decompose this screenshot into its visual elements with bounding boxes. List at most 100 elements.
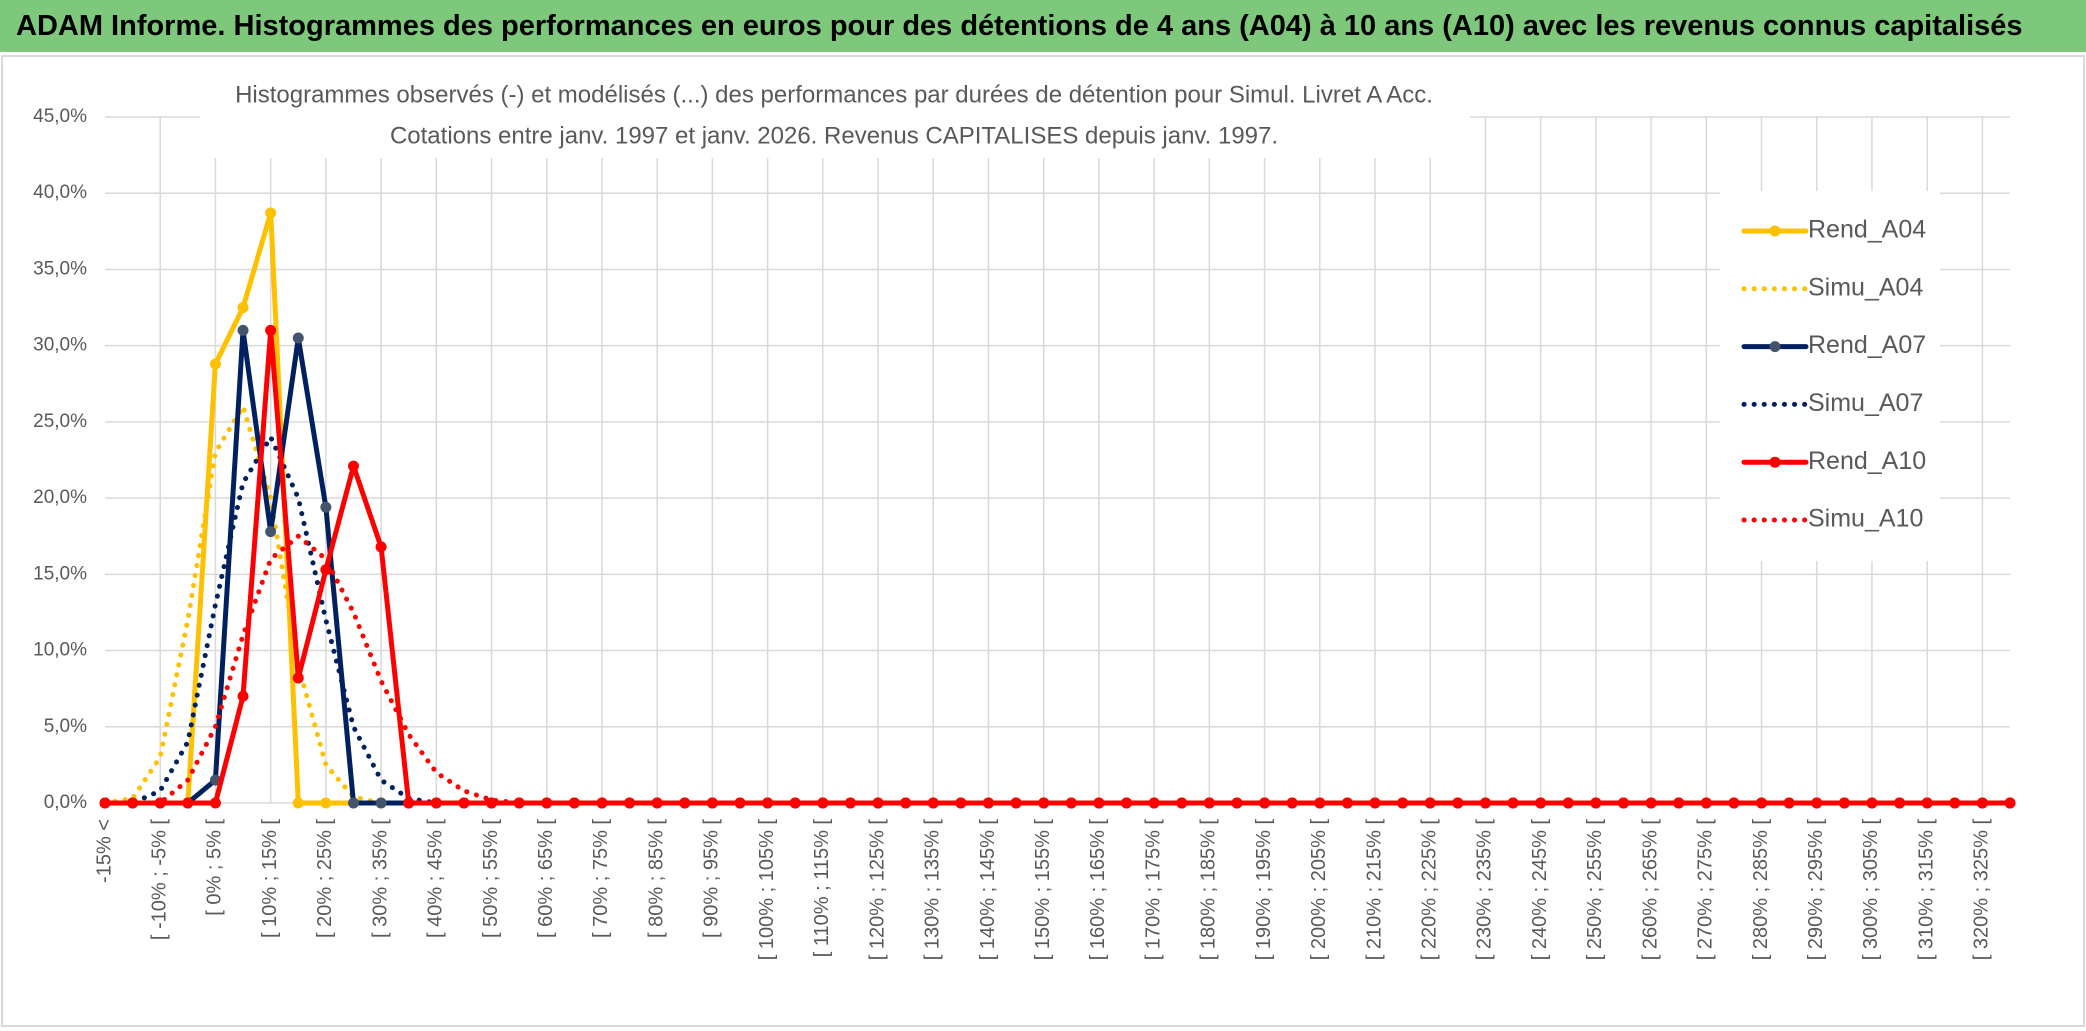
data-point xyxy=(1756,797,1768,809)
legend-background xyxy=(1720,191,1940,561)
data-point xyxy=(237,324,249,336)
legend-marker xyxy=(1769,456,1781,468)
data-point xyxy=(624,797,636,809)
legend-label: Rend_A07 xyxy=(1808,331,1926,359)
legend-marker xyxy=(1769,225,1781,237)
x-tick-label: [ 10% ; 15% [ xyxy=(259,819,281,938)
x-tick-label: [ 150% ; 155% [ xyxy=(1032,819,1054,961)
x-tick-label: [ 140% ; 145% [ xyxy=(977,819,999,961)
x-tick-label: [ -10% ; -5% [ xyxy=(148,819,170,941)
data-point xyxy=(1866,797,1878,809)
data-point xyxy=(347,797,359,809)
y-tick-label: 15,0% xyxy=(33,563,87,584)
data-point xyxy=(1535,797,1547,809)
x-tick-label: [ 170% ; 175% [ xyxy=(1142,819,1164,961)
data-point xyxy=(237,302,249,314)
x-tick-label: [ 40% ; 45% [ xyxy=(425,819,447,938)
series-line xyxy=(102,533,2013,806)
data-point xyxy=(1617,797,1629,809)
x-tick-label: [ 80% ; 85% [ xyxy=(645,819,667,938)
y-tick-label: 25,0% xyxy=(33,411,87,432)
legend-label: Simu_A10 xyxy=(1808,505,1923,533)
data-point xyxy=(292,797,304,809)
x-tick-label: [ 240% ; 245% [ xyxy=(1529,819,1551,961)
data-point xyxy=(1203,797,1215,809)
data-point xyxy=(1728,797,1740,809)
x-tick-label: [ 210% ; 215% [ xyxy=(1363,819,1385,961)
x-tick-label: [ 280% ; 285% [ xyxy=(1750,819,1772,961)
x-tick-label: [ 220% ; 225% [ xyxy=(1418,819,1440,961)
x-tick-label: [ 20% ; 25% [ xyxy=(314,819,336,938)
data-point xyxy=(375,797,387,809)
legend-label: Simu_A07 xyxy=(1808,389,1923,417)
data-point xyxy=(817,797,829,809)
data-point xyxy=(1010,797,1022,809)
data-point xyxy=(789,797,801,809)
chart: 0,0% 5,0% 10,0% 15,0% 20,0% 25,0% 30,0% 35,0% 40… xyxy=(1,55,2085,1027)
x-tick-label: [ 290% ; 295% [ xyxy=(1805,819,1827,961)
chart-title: Histogrammes observés (-) et modélisés (… xyxy=(235,81,1433,108)
y-tick-label: 20,0% xyxy=(33,487,87,508)
x-tick-label: [ 260% ; 265% [ xyxy=(1639,819,1661,961)
data-point xyxy=(320,797,332,809)
x-tick-label: [ 120% ; 125% [ xyxy=(866,819,888,961)
x-tick-label: [ 100% ; 105% [ xyxy=(756,819,778,961)
x-tick-label: [ 90% ; 95% [ xyxy=(701,819,723,938)
y-tick-label: 45,0% xyxy=(33,106,87,127)
x-tick-label: [ 30% ; 35% [ xyxy=(369,819,391,938)
y-tick-label: 10,0% xyxy=(33,640,87,661)
x-tick-label: [ 180% ; 185% [ xyxy=(1198,819,1220,961)
data-point xyxy=(927,797,939,809)
data-point xyxy=(1093,797,1105,809)
header-title: ADAM Informe. Histogrammes des performan… xyxy=(0,0,2086,52)
data-point xyxy=(237,690,249,702)
data-point xyxy=(320,501,332,513)
chart-subtitle: Cotations entre janv. 1997 et janv. 2026… xyxy=(390,122,1278,149)
data-point xyxy=(209,797,221,809)
data-point xyxy=(1452,797,1464,809)
data-point xyxy=(1231,797,1243,809)
x-tick-label: [ 190% ; 195% [ xyxy=(1253,819,1275,961)
data-point xyxy=(1341,797,1353,809)
x-tick-label: -15% < xyxy=(93,819,115,883)
data-point xyxy=(127,797,139,809)
x-tick-label: [ 60% ; 65% [ xyxy=(535,819,557,938)
data-point xyxy=(596,797,608,809)
data-point xyxy=(265,526,277,538)
y-tick-label: 40,0% xyxy=(33,182,87,203)
x-tick-label: [ 300% ; 305% [ xyxy=(1860,819,1882,961)
data-point xyxy=(2004,797,2016,809)
data-point xyxy=(900,797,912,809)
data-point xyxy=(706,797,718,809)
data-point xyxy=(1038,797,1050,809)
data-point xyxy=(403,797,415,809)
data-point xyxy=(1424,797,1436,809)
data-point xyxy=(1645,797,1657,809)
y-tick-label: 5,0% xyxy=(44,716,87,737)
data-point xyxy=(1921,797,1933,809)
series-line xyxy=(102,327,2013,806)
x-tick-label: [ 160% ; 165% [ xyxy=(1087,819,1109,961)
x-tick-label: [ 230% ; 235% [ xyxy=(1474,819,1496,961)
data-point xyxy=(265,207,277,219)
x-tick-label: [ 250% ; 255% [ xyxy=(1584,819,1606,961)
x-tick-label: [ 310% ; 315% [ xyxy=(1915,819,1937,961)
data-point xyxy=(347,460,359,472)
data-point xyxy=(458,797,470,809)
data-point xyxy=(679,797,691,809)
legend-label: Rend_A04 xyxy=(1808,216,1926,244)
data-point xyxy=(430,797,442,809)
data-point xyxy=(209,358,221,370)
x-tick-label: [ 0% ; 5% [ xyxy=(204,819,226,916)
x-tick-label: [ 110% ; 115% [ xyxy=(811,819,833,958)
legend-marker xyxy=(1769,341,1781,353)
x-tick-label: [ 70% ; 75% [ xyxy=(590,819,612,938)
data-point xyxy=(1949,797,1961,809)
data-point xyxy=(1838,797,1850,809)
x-tick-label: [ 200% ; 205% [ xyxy=(1308,819,1330,961)
x-tick-label: [ 50% ; 55% [ xyxy=(480,819,502,938)
data-point xyxy=(320,564,332,576)
data-point xyxy=(265,324,277,336)
legend-label: Simu_A04 xyxy=(1808,273,1923,301)
